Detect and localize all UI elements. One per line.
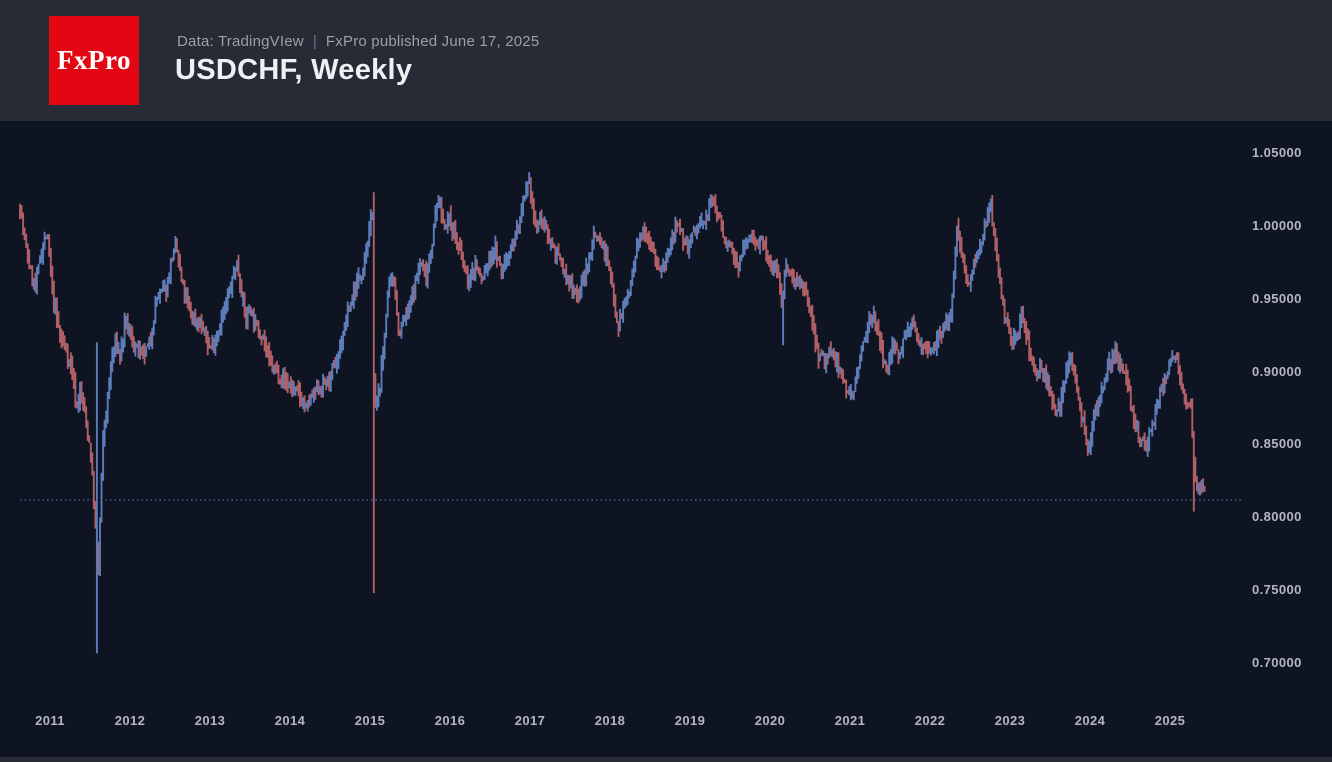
fxpro-logo: FxPro [49, 16, 139, 105]
x-tick-label: 2020 [754, 713, 786, 728]
y-tick-label: 1.05000 [1252, 145, 1302, 160]
x-tick-label: 2023 [994, 713, 1026, 728]
x-tick-label: 2012 [114, 713, 146, 728]
data-source-label: Data: TradingVIew [177, 33, 304, 50]
y-tick-label: 0.80000 [1252, 509, 1302, 525]
page-title: USDCHF, Weekly [175, 54, 413, 86]
published-label: FxPro published June 17, 2025 [325, 33, 540, 50]
y-tick-label: 0.70000 [1252, 655, 1302, 670]
x-tick-label: 2011 [35, 713, 65, 728]
y-tick-label: 0.85000 [1252, 436, 1302, 452]
y-tick-label: 0.90000 [1252, 363, 1302, 379]
meta-line: Data: TradingVIew | FxPro published June… [177, 33, 539, 50]
x-tick-label: 2022 [914, 713, 946, 728]
footer-strip [0, 757, 1332, 762]
x-tick-label: 2021 [834, 713, 866, 728]
x-tick-label: 2017 [514, 713, 546, 728]
meta-divider: | [312, 33, 317, 50]
up-bars [32, 172, 1203, 654]
x-tick-label: 2018 [594, 713, 626, 728]
down-bars [19, 177, 1206, 594]
x-tick-label: 2013 [194, 713, 226, 728]
fxpro-logo-text: FxPro [57, 45, 131, 75]
y-tick-label: 0.75000 [1252, 582, 1302, 598]
x-tick-label: 2014 [274, 713, 306, 728]
x-tick-label: 2016 [434, 713, 466, 728]
x-tick-label: 2025 [1154, 713, 1186, 728]
x-tick-label: 2024 [1074, 713, 1106, 728]
x-tick-label: 2015 [354, 713, 386, 728]
header: FxPro Data: TradingVIew | FxPro publishe… [0, 0, 1332, 121]
y-tick-label: 1.00000 [1252, 217, 1302, 233]
y-tick-label: 0.95000 [1252, 290, 1302, 306]
x-tick-label: 2019 [674, 713, 706, 728]
